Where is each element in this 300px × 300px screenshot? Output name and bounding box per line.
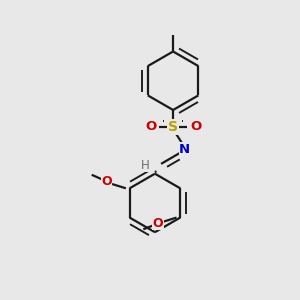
Text: S: S bbox=[168, 120, 178, 134]
Text: O: O bbox=[153, 217, 164, 230]
Text: H: H bbox=[140, 159, 149, 172]
Text: O: O bbox=[145, 120, 156, 134]
Text: O: O bbox=[190, 120, 201, 134]
Text: N: N bbox=[179, 142, 190, 156]
Text: O: O bbox=[101, 175, 112, 188]
